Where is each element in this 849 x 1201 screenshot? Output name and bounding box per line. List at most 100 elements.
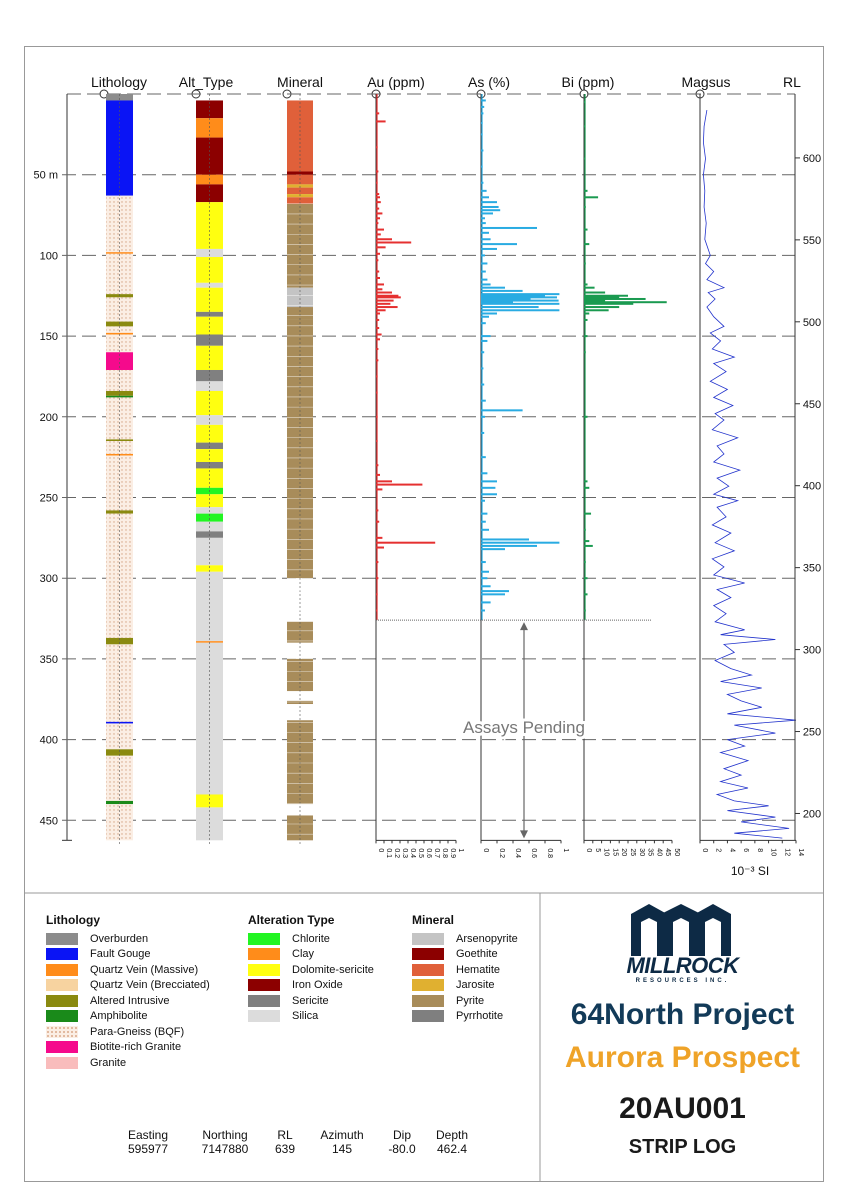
au-tick-label: 0.9	[449, 848, 456, 858]
column-header-bi-ppm-: Bi (ppm)	[562, 74, 615, 90]
lithology-interval	[106, 332, 133, 335]
alteration-legend-item: Sericite	[248, 993, 374, 1009]
as-bar	[481, 456, 486, 459]
log-frame	[24, 46, 824, 1182]
mineral-legend-label: Pyrite	[456, 994, 485, 1007]
depth-tick-label: 150	[40, 331, 58, 343]
alteration-legend-swatch	[248, 963, 280, 976]
as-bar	[481, 590, 509, 593]
collar-value: 7147880	[201, 1142, 249, 1156]
alteration-interval	[196, 248, 223, 258]
lithology-legend-item: Para-Gneiss (BQF)	[46, 1024, 210, 1040]
lithology-legend-swatch	[46, 932, 78, 945]
bi-bar	[584, 544, 593, 547]
alteration-legend-label: Sericite	[292, 994, 329, 1007]
bi-tick-label: 25	[629, 848, 636, 856]
au-bar	[376, 217, 380, 220]
as-tick-label: 0.8	[546, 848, 553, 858]
mineral-legend-item: Goethite	[412, 947, 518, 963]
au-bar	[376, 291, 392, 294]
au-bar	[376, 546, 384, 549]
magsus-tick-label: 4	[728, 848, 735, 852]
au-bar	[376, 294, 399, 297]
bi-bar	[584, 294, 628, 297]
depth-tick-label: 450	[40, 815, 58, 827]
as-bar	[481, 99, 486, 102]
as-bar	[481, 289, 523, 292]
lithology-legend-label: Quartz Vein (Massive)	[90, 963, 199, 976]
mineral-interval	[287, 197, 313, 204]
au-tick-label: 0.8	[441, 848, 448, 858]
lithology-legend-label: Altered Intrusive	[90, 994, 170, 1007]
as-bar	[481, 486, 496, 489]
alteration-legend-item: Clay	[248, 947, 374, 963]
as-bar	[481, 577, 488, 580]
as-bar	[481, 254, 485, 257]
bi-tick-label: 50	[673, 848, 680, 856]
millrock-logo-icon	[631, 904, 731, 956]
bi-bar	[584, 335, 588, 338]
mineral-legend-label: Hematite	[456, 963, 501, 976]
as-bar	[481, 541, 560, 544]
as-bar	[481, 209, 501, 212]
as-bar	[481, 399, 486, 402]
mineral-legend-swatch	[412, 1010, 444, 1023]
bi-tick-label: 30	[638, 848, 645, 856]
mineral-interval	[287, 203, 313, 288]
au-bar	[376, 483, 423, 486]
mineral-legend: Mineral Arsenopyrite Goethite Hematite Jaro…	[412, 913, 518, 1024]
au-tick-label: 0.3	[401, 848, 408, 858]
as-bar	[481, 601, 491, 604]
bi-bar	[584, 228, 588, 231]
mineral-legend-swatch	[412, 994, 444, 1007]
au-tick-label: 0	[377, 848, 384, 852]
bi-bar	[584, 318, 588, 321]
as-bar	[481, 415, 485, 418]
alteration-legend: Alteration Type Chlorite Clay Dolomite-ser…	[248, 913, 374, 1024]
au-bar	[376, 283, 384, 286]
lithology-legend-label: Quartz Vein (Brecciated)	[90, 979, 210, 992]
bi-bar	[584, 309, 609, 312]
au-bar	[376, 312, 380, 315]
collar-value: 595977	[127, 1142, 169, 1156]
lithology-interval	[106, 510, 133, 514]
lithology-interval	[106, 395, 133, 398]
column-header-magsus: Magsus	[681, 74, 730, 90]
magsus-unit-label: 10⁻³ SI	[731, 864, 769, 878]
as-bar	[481, 278, 488, 281]
au-tick-label: 1	[457, 848, 464, 852]
lithology-legend: Lithology Overburden Fault Gouge Quartz Ve…	[46, 913, 210, 1071]
collar-header: RL	[277, 1128, 293, 1142]
mineral-legend-item: Pyrite	[412, 993, 518, 1009]
au-bar	[376, 296, 401, 299]
au-bar	[376, 309, 386, 312]
alteration-legend-label: Chlorite	[292, 932, 330, 945]
as-bar	[481, 301, 513, 304]
lithology-interval	[106, 749, 133, 756]
bi-bar	[584, 286, 595, 289]
alteration-interval	[196, 442, 223, 450]
as-tick-label: 0.2	[498, 848, 505, 858]
lithology-legend-swatch	[46, 1041, 78, 1054]
mineral-interval	[287, 621, 313, 643]
magsus-tick-label: 12	[783, 848, 790, 856]
as-bar	[481, 217, 485, 220]
alteration-legend-swatch	[248, 979, 280, 992]
lithology-legend-item: Amphibolite	[46, 1009, 210, 1025]
lithology-legend-item: Granite	[46, 1055, 210, 1071]
au-bar	[376, 541, 436, 544]
bi-bar	[584, 301, 667, 304]
as-bar	[481, 296, 557, 299]
mineral-legend-item: Hematite	[412, 962, 518, 978]
lithology-legend-swatch	[46, 948, 78, 961]
rl-tick-label: 500	[803, 317, 821, 329]
hole-id: 20AU001	[619, 1092, 746, 1125]
as-bar	[481, 205, 499, 208]
depth-tick-label: 350	[40, 654, 58, 666]
lithology-legend-item: Altered Intrusive	[46, 993, 210, 1009]
magsus-tick-label: 10	[770, 848, 777, 856]
au-bar	[376, 288, 383, 291]
lithology-legend-title: Lithology	[46, 913, 100, 927]
lithology-legend-item: Quartz Vein (Brecciated)	[46, 978, 210, 994]
